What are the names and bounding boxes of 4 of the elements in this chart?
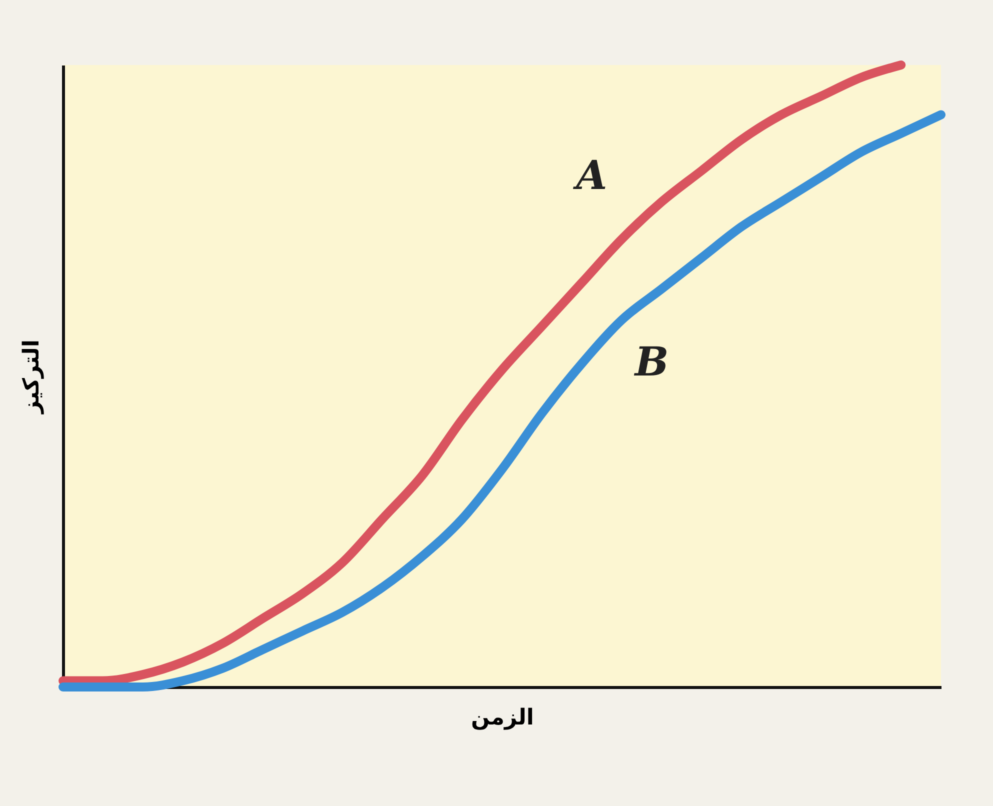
series-label: B <box>634 338 669 386</box>
series-label: A <box>572 152 608 199</box>
y-axis-title: التركيز <box>20 340 44 414</box>
x-axis-title: الزمن <box>471 706 534 730</box>
